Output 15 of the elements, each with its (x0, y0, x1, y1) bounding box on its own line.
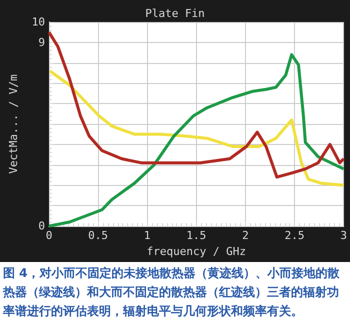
x-tick-label: 1.5 (186, 229, 206, 242)
x-tick-label: 2 (242, 229, 249, 242)
line-series (48, 69, 346, 187)
y-tick-label: 9 (38, 36, 45, 49)
x-tick-label: 3 (340, 229, 347, 242)
x-tick-label: 1 (144, 229, 151, 242)
y-tick-label: 10 (32, 16, 45, 28)
x-tick-label: 0.5 (88, 229, 108, 242)
y-tick-label: 0 (38, 220, 45, 233)
y-axis-title: VectMa... / V/m (7, 74, 20, 174)
line-series (48, 30, 346, 179)
caption: 图 4，对小而不固定的未接地散热器（黄迹线）、小而接地的散热器（绿迹线）和大而不固定的散热器（红迹线）三者的辐射功率谱进行的评估表明，辐射电平与几何形状和频率有关。 (2, 265, 341, 320)
chart-title: Plate Fin (145, 7, 205, 20)
x-axis-title: frequency / GHz (146, 245, 246, 258)
x-tick-label: 2.5 (284, 229, 305, 242)
